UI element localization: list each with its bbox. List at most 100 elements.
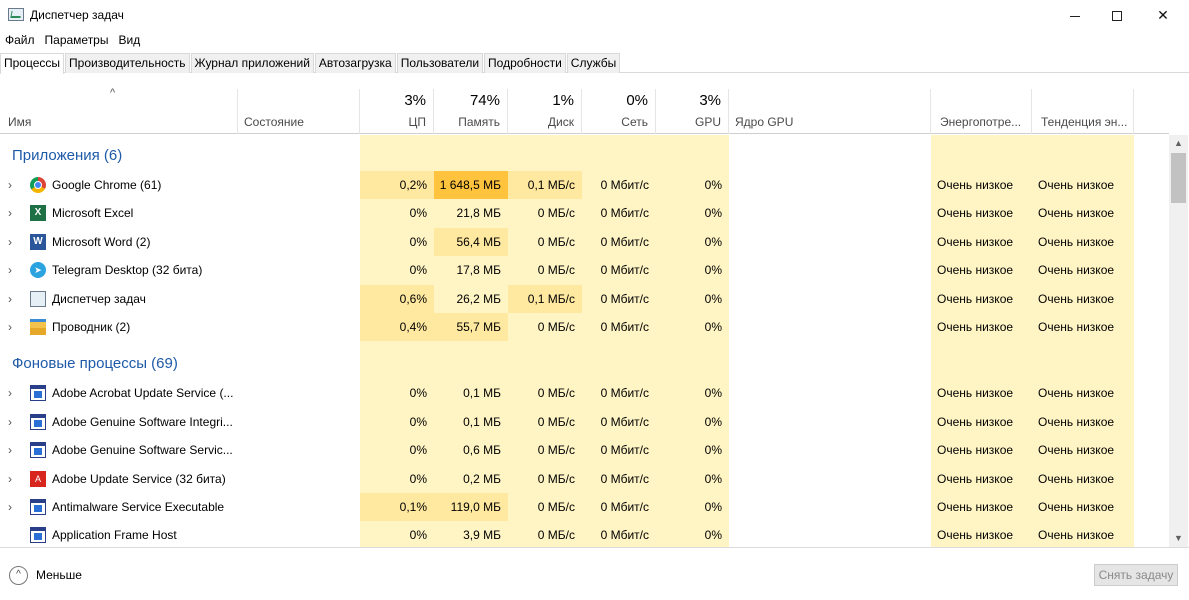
header-gpu[interactable]: 3% GPU — [656, 89, 729, 134]
cell-net: 0 Мбит/с — [600, 386, 649, 401]
chevron-right-icon[interactable]: › — [8, 291, 12, 306]
scroll-down-icon[interactable]: ▼ — [1174, 533, 1183, 543]
table-row[interactable]: › Google Chrome (61) 0,2% 1 648,5 МБ 0,1 МБ/… — [0, 171, 1169, 199]
table-row[interactable]: › W Microsoft Word (2) 0% 56,4 МБ 0 МБ/с 0 Мби… — [0, 227, 1169, 256]
process-name: Adobe Update Service (32 бита) — [52, 471, 226, 486]
tab-services[interactable]: Службы — [566, 53, 621, 73]
table-row[interactable]: › ➤ Telegram Desktop (32 бита) 0% 17,8 МБ 0 М… — [0, 256, 1169, 284]
chevron-right-icon[interactable]: › — [8, 443, 12, 458]
close-button[interactable]: ✕ — [1140, 0, 1186, 30]
cell-trend: Очень низкое — [1038, 178, 1115, 192]
cell-mem: 0,1 МБ — [463, 414, 501, 429]
menu-file[interactable]: Файл — [5, 33, 35, 47]
chevron-up-icon[interactable]: ^ — [9, 566, 28, 585]
cell-trend: Очень низкое — [1038, 414, 1115, 429]
window-icon — [30, 499, 46, 515]
group-apps: Приложения (6) — [0, 135, 1169, 175]
process-name: Telegram Desktop (32 бита) — [52, 263, 203, 278]
maximize-icon — [1112, 11, 1122, 22]
cell-disk: 0 МБ/с — [537, 414, 575, 429]
cell-net: 0 Мбит/с — [600, 414, 649, 429]
header-gpu-engine-label: Ядро GPU — [735, 115, 794, 129]
header-power-trend[interactable]: Тенденция эн... — [1032, 89, 1134, 134]
header-memory[interactable]: 74% Память — [434, 89, 508, 134]
cell-power: Очень низкое — [937, 471, 1014, 486]
chevron-right-icon[interactable]: › — [8, 206, 12, 221]
table-row[interactable]: › X Microsoft Excel 0% 21,8 МБ 0 МБ/с 0 Мбит/с… — [0, 199, 1169, 227]
table-row[interactable]: › A Adobe Update Service (32 бита) 0% 0,2 МБ… — [0, 465, 1169, 493]
table-row[interactable]: Application Frame Host 0% 3,9 МБ 0 МБ/с 0 Мб… — [0, 521, 1169, 547]
chevron-right-icon[interactable]: › — [8, 234, 12, 249]
cell-power: Очень низкое — [937, 206, 1014, 221]
table-row[interactable]: › Adobe Genuine Software Servic... 0% 0,6 М… — [0, 436, 1169, 464]
cell-net: 0 Мбит/с — [600, 291, 649, 306]
end-task-button[interactable]: Снять задачу — [1094, 564, 1178, 586]
less-details-link[interactable]: Меньше — [36, 568, 82, 582]
process-name: Google Chrome (61) — [52, 178, 162, 192]
tab-details[interactable]: Подробности — [484, 53, 566, 73]
tab-processes[interactable]: Процессы — [0, 53, 65, 74]
chevron-right-icon[interactable]: › — [8, 471, 12, 486]
cell-net: 0 Мбит/с — [600, 500, 649, 514]
header-name[interactable]: ^ Имя — [0, 87, 238, 134]
cell-net: 0 Мбит/с — [600, 263, 649, 278]
cell-gpu: 0% — [704, 386, 722, 401]
chevron-right-icon[interactable]: › — [8, 386, 12, 401]
chevron-right-icon[interactable]: › — [8, 500, 12, 514]
task-manager-icon — [8, 8, 24, 21]
window-icon — [30, 527, 46, 544]
group-background: Фоновые процессы (69) — [0, 343, 1169, 383]
table-row[interactable]: › Adobe Genuine Software Integri... 0% 0,1 … — [0, 408, 1169, 436]
cell-disk: 0 МБ/с — [537, 443, 575, 458]
chevron-right-icon[interactable]: › — [8, 320, 12, 334]
chevron-right-icon[interactable]: › — [8, 178, 12, 192]
cell-gpu: 0% — [704, 178, 722, 192]
cell-mem: 0,6 МБ — [463, 443, 501, 458]
cell-cpu: 0% — [409, 234, 427, 249]
process-name: Microsoft Word (2) — [52, 234, 151, 249]
cell-power: Очень низкое — [937, 320, 1014, 334]
cell-power: Очень низкое — [937, 414, 1014, 429]
cell-gpu: 0% — [704, 528, 722, 543]
header-disk[interactable]: 1% Диск — [508, 89, 582, 134]
cell-power: Очень низкое — [937, 500, 1014, 514]
header-network[interactable]: 0% Сеть — [582, 89, 656, 134]
process-name: Application Frame Host — [52, 528, 177, 543]
header-power[interactable]: Энергопотре... — [931, 89, 1032, 134]
header-status-label: Состояние — [244, 115, 304, 129]
tab-startup[interactable]: Автозагрузка — [314, 53, 396, 73]
maximize-button[interactable] — [1094, 0, 1140, 30]
tab-app-history[interactable]: Журнал приложений — [190, 53, 314, 73]
window-icon — [30, 442, 46, 459]
cell-net: 0 Мбит/с — [600, 320, 649, 334]
process-name: Диспетчер задач — [52, 291, 146, 306]
header-cpu[interactable]: 3% ЦП — [360, 89, 434, 134]
header-gpu-engine[interactable]: Ядро GPU — [729, 89, 931, 134]
header-gpu-pct: 3% — [699, 92, 721, 109]
scroll-up-icon[interactable]: ▲ — [1174, 138, 1183, 148]
tab-users[interactable]: Пользователи — [396, 53, 484, 73]
vertical-scrollbar[interactable]: ▲ ▼ — [1169, 135, 1188, 547]
header-status[interactable]: Состояние — [238, 89, 360, 134]
menu-view[interactable]: Вид — [118, 33, 141, 47]
bottom-bar: ^ Меньше Снять задачу — [0, 547, 1189, 600]
table-row[interactable]: › Adobe Acrobat Update Service (... 0% 0,1 … — [0, 379, 1169, 407]
minimize-button[interactable] — [1052, 0, 1098, 30]
cell-cpu: 0,1% — [360, 493, 434, 521]
cell-mem: 26,2 МБ — [456, 291, 501, 306]
table-row[interactable]: › Antimalware Service Executable 0,1% 119,0… — [0, 493, 1169, 521]
cell-trend: Очень низкое — [1038, 443, 1115, 458]
cell-gpu: 0% — [704, 414, 722, 429]
tab-bar: Процессы Производительность Журнал прило… — [0, 53, 1189, 74]
scroll-thumb[interactable] — [1171, 153, 1186, 203]
table-row[interactable]: › Проводник (2) 0,4% 55,7 МБ 0 МБ/с 0 Мбит/с 0… — [0, 313, 1169, 341]
cell-gpu: 0% — [704, 471, 722, 486]
chevron-right-icon[interactable]: › — [8, 263, 12, 278]
tab-performance[interactable]: Производительность — [65, 53, 190, 73]
menu-options[interactable]: Параметры — [44, 33, 109, 47]
cell-cpu: 0% — [409, 263, 427, 278]
chevron-right-icon[interactable]: › — [8, 414, 12, 429]
cell-power: Очень низкое — [937, 386, 1014, 401]
table-row[interactable]: › Диспетчер задач 0,6% 26,2 МБ 0,1 МБ/с 0 Мби… — [0, 284, 1169, 313]
header-memory-pct: 74% — [469, 92, 500, 109]
